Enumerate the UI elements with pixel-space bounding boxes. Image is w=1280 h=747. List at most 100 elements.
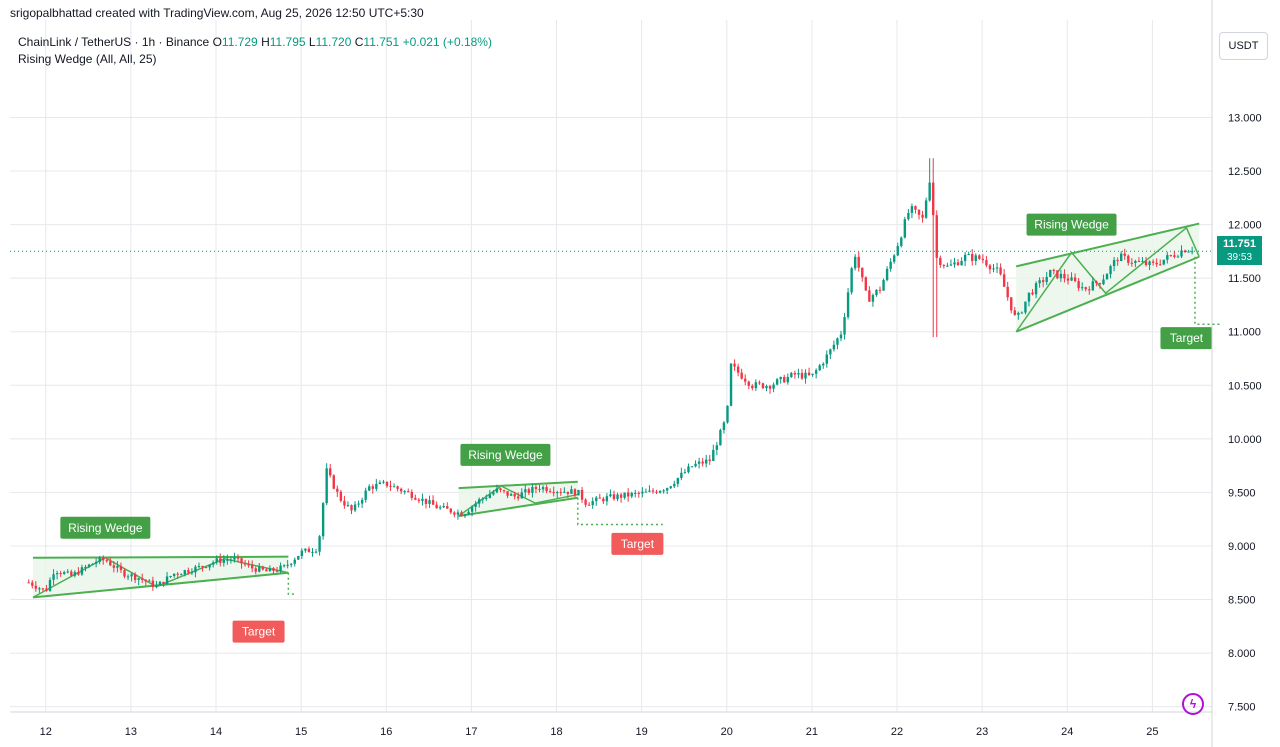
pattern-label-box[interactable] (60, 516, 151, 539)
target-label-text: Target (1170, 331, 1204, 345)
candle-body (80, 567, 84, 575)
time-tick-label: 12 (40, 726, 52, 738)
candle-body (992, 268, 995, 270)
time-tick-label: 19 (636, 726, 648, 738)
candle-body (818, 365, 821, 371)
candle-body (563, 491, 566, 493)
candle-body (864, 277, 868, 291)
candle-body (45, 588, 48, 591)
candle-body (1080, 287, 1084, 289)
candle-body (999, 267, 1002, 275)
currency-button[interactable]: USDT (1219, 32, 1268, 60)
candle-body (261, 566, 265, 570)
candle-body (243, 563, 247, 565)
wedge-lower-line[interactable] (1015, 255, 1200, 333)
candle-body (1141, 261, 1144, 263)
candle-body (1041, 280, 1045, 282)
pattern-label-box[interactable] (1026, 213, 1117, 236)
candle-body (832, 344, 836, 350)
candle-body (102, 557, 105, 561)
candle-body (1127, 255, 1130, 263)
target-label-box[interactable] (611, 532, 664, 555)
candle-body (1137, 261, 1141, 263)
candle-body (247, 564, 250, 566)
candle-body (27, 582, 30, 584)
time-axis[interactable]: 12 13 14 15 16 17 18 19 20 21 22 23 24 25 (10, 711, 1212, 738)
candle-body (250, 565, 254, 569)
open-value: 11.729 (221, 35, 258, 49)
candle-body (453, 512, 456, 515)
candle-body (187, 570, 190, 573)
change-value: +0.021 (+0.18%) (402, 35, 492, 49)
candle-body (183, 570, 186, 575)
candle-body (875, 289, 878, 296)
candle-body (1006, 286, 1009, 298)
candle-body (932, 182, 935, 216)
tradingview-logo-icon[interactable]: ϟ (1182, 693, 1204, 715)
candle-body (272, 568, 275, 571)
candle-body (587, 504, 591, 506)
candle-body (158, 581, 162, 586)
candle-body (602, 498, 605, 502)
time-tick-label: 21 (806, 726, 818, 738)
candle-body (197, 565, 201, 567)
candle-body (715, 445, 719, 450)
candle-body (648, 490, 651, 492)
indicator-legend[interactable]: Rising Wedge (All, All, 25) (18, 52, 157, 66)
candle-body (211, 562, 215, 565)
pattern-labels: Rising Wedge Target Rising Wedge Target Risi… (60, 213, 1213, 643)
candle-body (1166, 255, 1169, 260)
candle-body (499, 488, 502, 491)
candle-body (254, 568, 257, 572)
symbol-title[interactable]: ChainLink / TetherUS · 1h · Binance (18, 35, 210, 49)
candle-body (619, 494, 623, 498)
pattern-label-text: Rising Wedge (68, 521, 143, 535)
candle-body (293, 559, 296, 564)
candle-body (325, 468, 328, 504)
candle-body (1112, 260, 1116, 267)
candle-body (1059, 273, 1063, 279)
pattern-label-box[interactable] (460, 443, 551, 466)
candle-body (655, 491, 658, 493)
wedge-upper-line[interactable] (1015, 222, 1200, 268)
candle-body (694, 463, 697, 467)
wedge-upper-line[interactable] (32, 555, 289, 559)
candle-body (378, 482, 382, 484)
candle-body (1098, 283, 1102, 285)
candle-body (956, 262, 960, 266)
candle-body (116, 565, 119, 568)
candle-body (1038, 280, 1041, 284)
low-label: L (308, 35, 316, 49)
candle-body (155, 585, 158, 588)
candle-body (822, 363, 825, 366)
candle-body (538, 488, 541, 490)
candle-body (1176, 256, 1180, 258)
target-label-box[interactable] (1160, 327, 1213, 350)
candle-body (641, 491, 644, 494)
candle-body (240, 558, 243, 564)
candle-body (1077, 281, 1080, 289)
candle-body (768, 386, 772, 389)
candle-body (580, 489, 584, 500)
time-tick-label: 15 (295, 726, 307, 738)
candle-body (470, 506, 474, 512)
candle-body (761, 383, 765, 389)
candle-body (566, 491, 570, 494)
candle-body (786, 376, 789, 383)
candle-body (151, 580, 155, 588)
price-axis[interactable]: 7.500 8.000 8.500 9.000 9.500 10.000 10.500 11.… (1211, 0, 1262, 747)
last-price-value: 11.751 (1222, 238, 1257, 250)
candle-body (265, 569, 268, 572)
candle-body (329, 468, 332, 476)
candle-body (662, 490, 665, 492)
candle-body (123, 570, 126, 577)
candle-body (850, 268, 853, 293)
wedge-upper-line[interactable] (458, 480, 578, 490)
candle-body (70, 571, 73, 576)
candle-body (1130, 262, 1134, 264)
candle-body (492, 492, 495, 495)
wedge-lower-line[interactable] (458, 496, 578, 517)
target-label-box[interactable] (232, 620, 285, 643)
grid-lines (10, 20, 1212, 712)
